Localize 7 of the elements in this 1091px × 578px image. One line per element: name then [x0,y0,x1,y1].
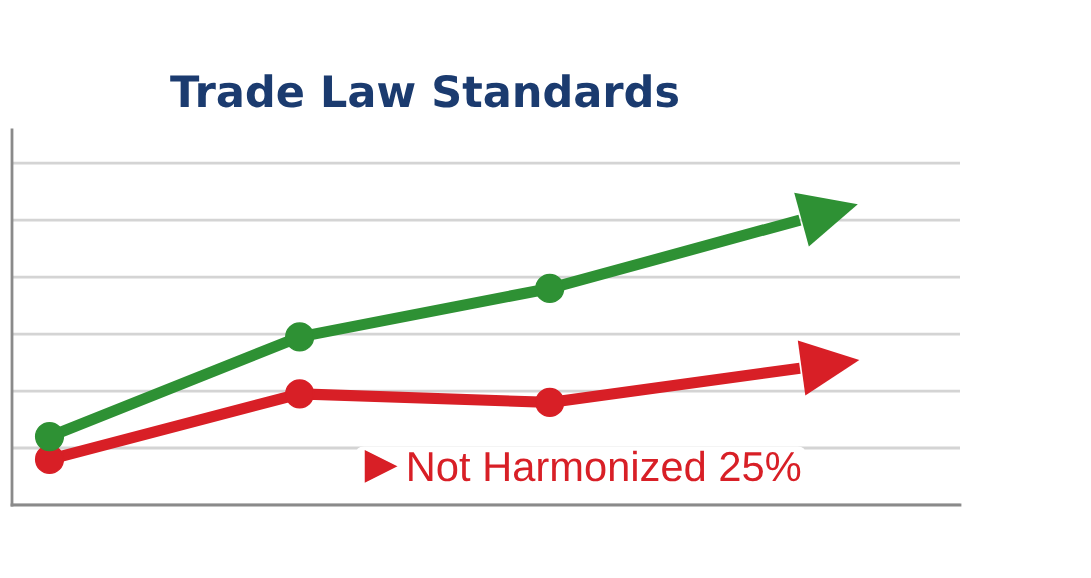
point [285,322,315,352]
point [535,273,565,304]
point [535,387,565,418]
chart-title: Trade Law Standards [170,74,678,108]
point [285,379,315,409]
point [34,422,65,452]
legend-label: Not Harmonized 25% [409,450,801,482]
